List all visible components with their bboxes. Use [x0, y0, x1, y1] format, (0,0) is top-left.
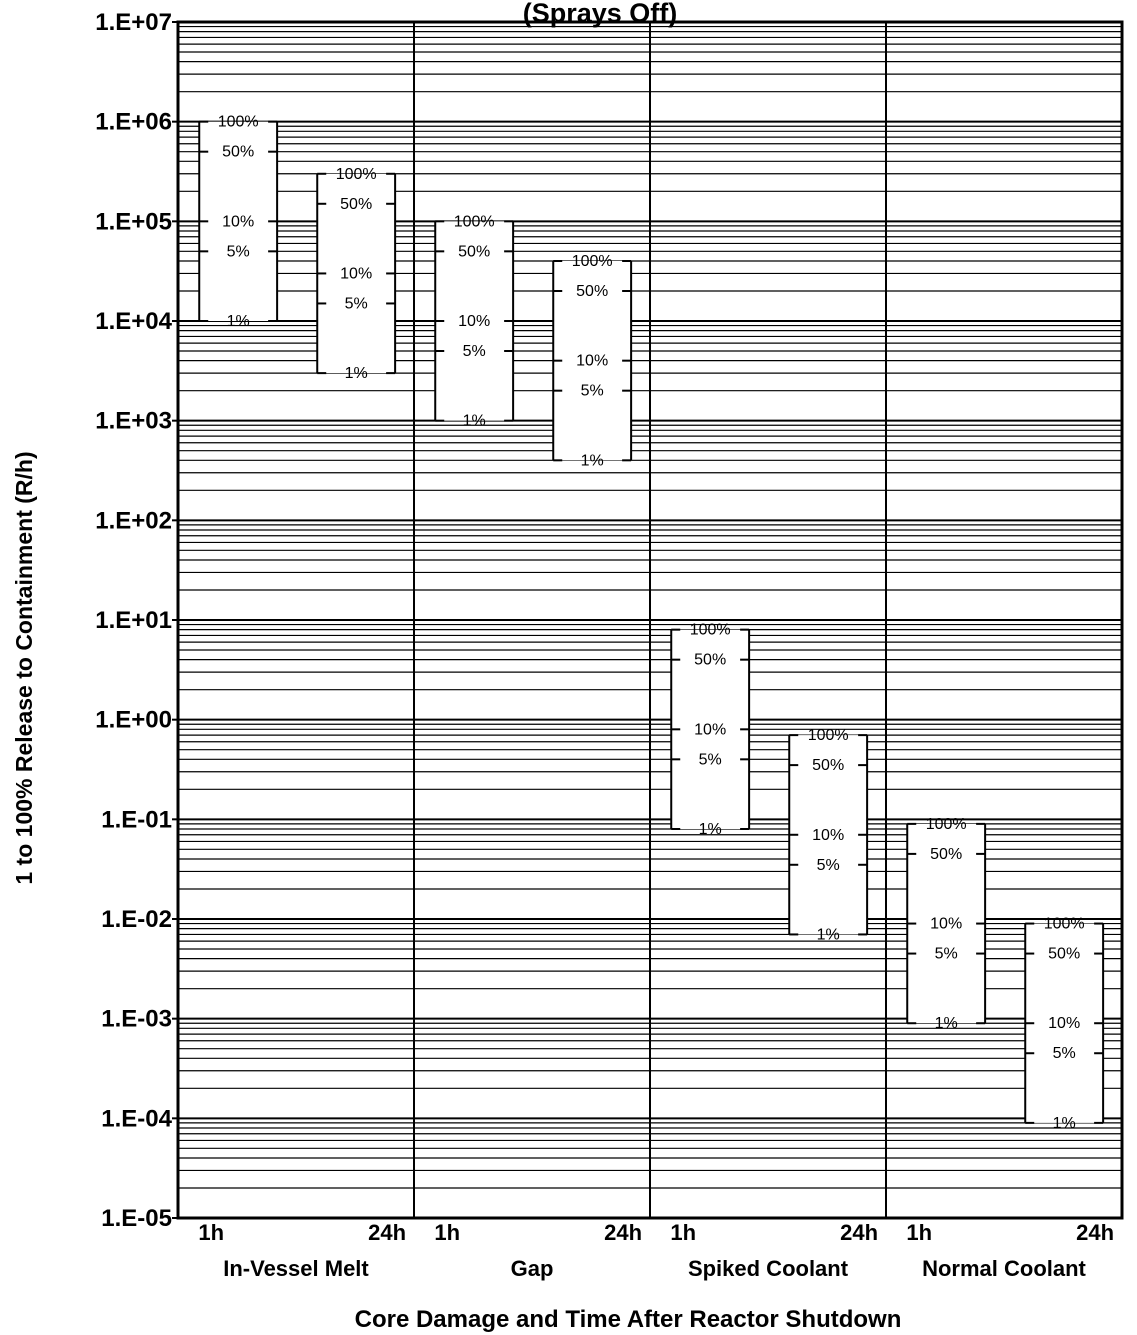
level-label: 100%	[454, 213, 495, 230]
level-label: 100%	[690, 622, 731, 639]
group-dividers	[413, 22, 887, 1218]
level-label: 1%	[699, 821, 722, 838]
x-tick-label: 24h	[840, 1220, 878, 1245]
range-bar-background	[907, 823, 986, 1024]
range-bar-background	[1025, 923, 1104, 1123]
level-label: 5%	[345, 295, 368, 312]
level-label: 10%	[458, 313, 490, 330]
y-axis-label: 1 to 100% Release to Containment (R/h)	[11, 451, 37, 884]
range-bar: 100% 50% 10% 5% 1%	[316, 166, 397, 382]
group-label: Gap	[511, 1256, 554, 1281]
range-bar-background	[671, 629, 750, 829]
level-label: 50%	[1048, 946, 1080, 963]
group-label: In-Vessel Melt	[223, 1256, 369, 1281]
range-bar-background	[317, 173, 396, 374]
level-label: 1%	[817, 926, 840, 943]
x-tick-label: 24h	[604, 1220, 642, 1245]
level-label: 50%	[576, 283, 608, 300]
y-tick-label: 1.E-01	[101, 806, 172, 833]
level-label: 50%	[694, 652, 726, 669]
range-bar: 100% 50% 10% 5% 1%	[434, 213, 515, 430]
level-label: 1%	[581, 452, 604, 469]
level-label: 10%	[222, 213, 254, 230]
level-label: 100%	[926, 816, 967, 833]
level-label: 10%	[694, 721, 726, 738]
y-tick-label: 1.E+00	[95, 707, 172, 734]
group-label: Normal Coolant	[922, 1256, 1086, 1281]
level-label: 5%	[227, 243, 250, 260]
level-label: 1%	[1053, 1115, 1076, 1132]
y-tick-label: 1.E+01	[95, 607, 172, 634]
y-tick-label: 1.E+06	[95, 109, 172, 136]
level-label: 1%	[935, 1015, 958, 1032]
y-tick-label: 1.E-04	[101, 1105, 172, 1132]
chart-title: (Sprays Off)	[523, 0, 678, 28]
range-bar-background	[553, 260, 632, 461]
y-ticks: 1.E+07 1.E+06 1.E+05 1.E+04 1.E+03 1.E+02 1.E+…	[95, 9, 178, 1232]
level-label: 100%	[1044, 916, 1085, 933]
level-label: 100%	[336, 166, 377, 183]
range-bar: 100% 50% 10% 5% 1%	[1024, 916, 1105, 1132]
level-label: 5%	[1053, 1045, 1076, 1062]
y-tick-label: 1.E+04	[95, 308, 172, 335]
range-bars: 100% 50% 10% 5% 1% 100% 50% 10% 5% 1% 100% 50% 10% 5%…	[198, 114, 1105, 1132]
level-label: 5%	[581, 383, 604, 400]
level-label: 5%	[817, 857, 840, 874]
level-label: 5%	[935, 946, 958, 963]
x-tick-label: 1h	[198, 1220, 224, 1245]
level-label: 10%	[812, 827, 844, 844]
x-axis-label: Core Damage and Time After Reactor Shutd…	[355, 1306, 902, 1333]
range-bar-background	[199, 121, 278, 322]
y-tick-label: 1.E+03	[95, 408, 172, 435]
level-label: 100%	[218, 114, 259, 131]
y-tick-label: 1.E-03	[101, 1006, 172, 1033]
level-label: 10%	[930, 916, 962, 933]
x-tick-label: 24h	[368, 1220, 406, 1245]
level-label: 50%	[458, 243, 490, 260]
range-bar: 100% 50% 10% 5% 1%	[670, 622, 751, 838]
level-label: 50%	[340, 196, 372, 213]
range-bar-background	[789, 735, 868, 935]
level-label: 50%	[812, 757, 844, 774]
group-labels: In-Vessel Melt Gap Spiked Coolant Normal Co…	[223, 1256, 1086, 1281]
level-label: 10%	[340, 265, 372, 282]
range-bar: 100% 50% 10% 5% 1%	[906, 816, 987, 1032]
y-tick-label: 1.E-05	[101, 1205, 172, 1232]
range-bar: 100% 50% 10% 5% 1%	[788, 727, 869, 943]
level-label: 1%	[227, 313, 250, 330]
range-bar: 100% 50% 10% 5% 1%	[198, 114, 279, 330]
level-label: 1%	[345, 365, 368, 382]
level-label: 50%	[222, 144, 254, 161]
y-tick-label: 1.E+05	[95, 208, 172, 235]
level-label: 5%	[699, 751, 722, 768]
level-label: 50%	[930, 846, 962, 863]
y-tick-label: 1.E-02	[101, 906, 172, 933]
range-bar: 100% 50% 10% 5% 1%	[552, 253, 633, 469]
level-label: 100%	[808, 727, 849, 744]
y-tick-label: 1.E+02	[95, 507, 172, 534]
level-label: 1%	[463, 413, 486, 430]
group-label: Spiked Coolant	[688, 1256, 849, 1281]
level-label: 10%	[576, 353, 608, 370]
x-tick-label: 1h	[434, 1220, 460, 1245]
level-label: 10%	[1048, 1015, 1080, 1032]
x-ticks: 1h 24h 1h 24h 1h 24h 1h 24h	[198, 1220, 1114, 1245]
range-bar-background	[435, 221, 514, 421]
y-tick-label: 1.E+07	[95, 9, 172, 36]
x-tick-label: 1h	[670, 1220, 696, 1245]
x-tick-label: 1h	[906, 1220, 932, 1245]
level-label: 5%	[463, 343, 486, 360]
level-label: 100%	[572, 253, 613, 270]
x-tick-label: 24h	[1076, 1220, 1114, 1245]
